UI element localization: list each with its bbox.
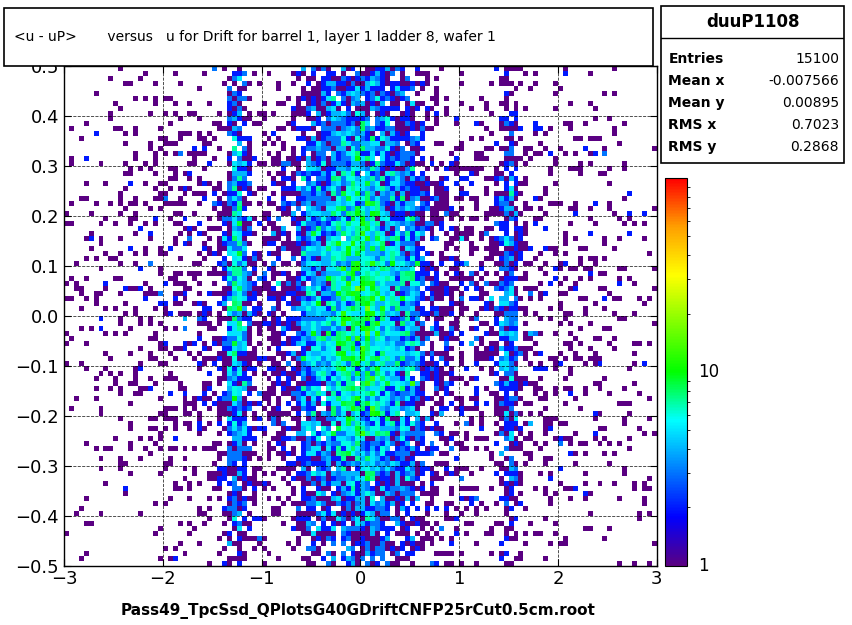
Text: RMS x: RMS x	[668, 118, 716, 132]
Text: RMS y: RMS y	[668, 140, 716, 154]
Text: 1: 1	[697, 557, 707, 574]
Text: 0.2868: 0.2868	[790, 140, 838, 154]
Text: <u - uP>       versus   u for Drift for barrel 1, layer 1 ladder 8, wafer 1: <u - uP> versus u for Drift for barrel 1…	[14, 29, 495, 44]
Text: Entries: Entries	[668, 52, 722, 66]
Text: Pass49_TpcSsd_QPlotsG40GDriftCNFP25rCut0.5cm.root: Pass49_TpcSsd_QPlotsG40GDriftCNFP25rCut0…	[121, 602, 595, 619]
Text: -0.007566: -0.007566	[768, 74, 838, 88]
Text: Mean x: Mean x	[668, 74, 724, 88]
Text: 0.7023: 0.7023	[790, 118, 838, 132]
Text: 0.00895: 0.00895	[781, 96, 838, 110]
Text: 15100: 15100	[794, 52, 838, 66]
Text: 10: 10	[697, 363, 718, 381]
Text: Mean y: Mean y	[668, 96, 724, 110]
Text: duuP1108: duuP1108	[705, 13, 798, 31]
